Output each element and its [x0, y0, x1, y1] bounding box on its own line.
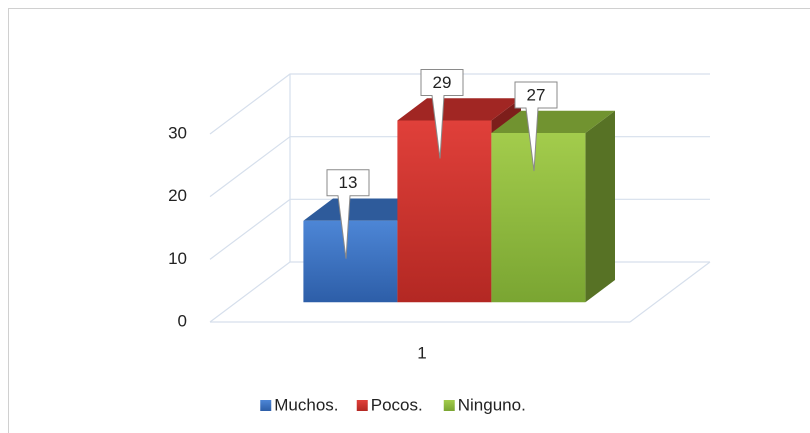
data-label: 27: [527, 85, 546, 104]
legend-swatch: [260, 400, 272, 411]
bar: [491, 133, 586, 303]
data-label: 29: [433, 73, 452, 92]
bar-side: [585, 110, 615, 303]
legend-label: Pocos.: [371, 395, 423, 414]
bar: [303, 220, 398, 303]
bar-top: [397, 98, 521, 121]
data-label-callout: [514, 81, 558, 172]
data-label: 13: [339, 173, 358, 192]
data-label-callout: [326, 169, 370, 259]
data-label-callout: [420, 68, 464, 159]
y-tick-label: 0: [178, 311, 187, 330]
legend-label: Ninguno.: [458, 395, 526, 414]
bar-top: [303, 198, 427, 221]
x-tick-label: 1: [417, 343, 426, 362]
legend-label: Muchos.: [274, 395, 338, 414]
grid-line: [209, 73, 710, 135]
bar: [397, 120, 492, 303]
floor-edge: [629, 261, 711, 323]
y-tick-label: 30: [168, 123, 187, 142]
legend-swatch: [443, 400, 455, 411]
y-tick-label: 20: [168, 186, 187, 205]
y-tick-label: 10: [168, 249, 187, 268]
bar-top: [491, 110, 615, 133]
legend-swatch: [356, 400, 368, 411]
